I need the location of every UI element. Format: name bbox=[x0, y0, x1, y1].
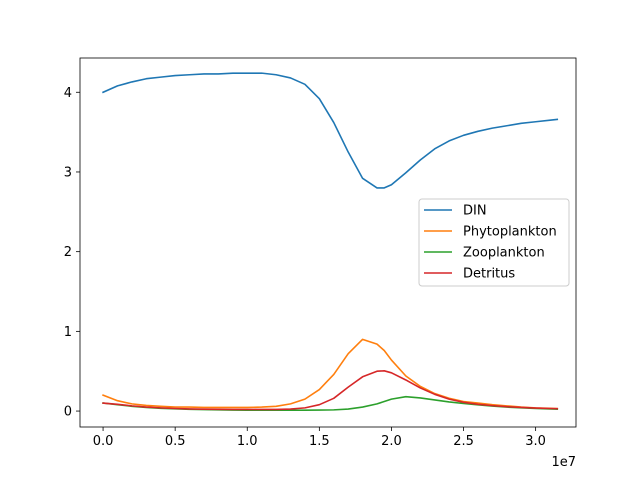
y-tick-label: 2 bbox=[64, 245, 72, 260]
legend: DIN Phytoplankton Zooplankton Detritus bbox=[419, 199, 569, 286]
x-tick-label: 0.0 bbox=[93, 434, 114, 449]
legend-label-zooplankton: Zooplankton bbox=[463, 246, 545, 261]
legend-label-detritus: Detritus bbox=[463, 267, 515, 282]
y-tick-label: 0 bbox=[64, 405, 72, 420]
x-tick-label: 0.5 bbox=[165, 434, 186, 449]
y-tick-label: 1 bbox=[64, 325, 72, 340]
x-tick-label: 3.0 bbox=[525, 434, 546, 449]
x-axis-offset-text: 1e7 bbox=[551, 455, 576, 470]
y-tick-label: 4 bbox=[64, 86, 72, 101]
x-tick-label: 2.0 bbox=[381, 434, 402, 449]
x-tick-label: 1.5 bbox=[309, 434, 330, 449]
legend-label-din: DIN bbox=[463, 204, 487, 219]
x-tick-label: 1.0 bbox=[237, 434, 258, 449]
x-tick-label: 2.5 bbox=[453, 434, 474, 449]
y-tick-label: 3 bbox=[64, 165, 72, 180]
legend-label-phytoplankton: Phytoplankton bbox=[463, 225, 557, 240]
